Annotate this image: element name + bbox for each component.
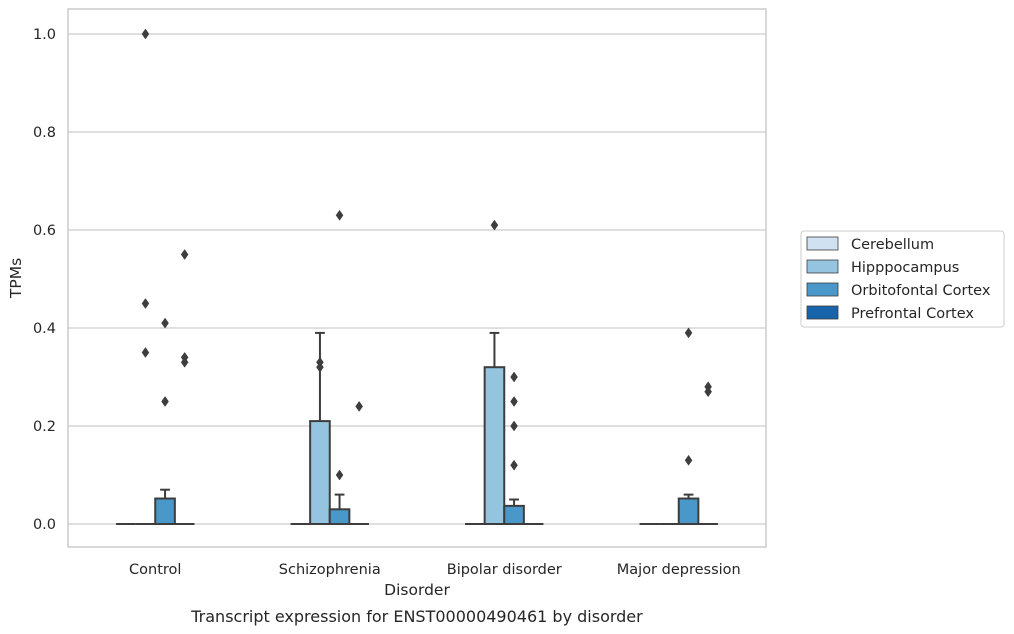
outlier-point — [684, 327, 693, 339]
outlier-point — [141, 298, 150, 309]
y-tick-label: 0.0 — [33, 517, 56, 533]
legend-swatch — [806, 282, 839, 297]
x-tick-label: Major depression — [617, 562, 741, 578]
y-tick-label: 0.6 — [33, 223, 56, 239]
outlier-point — [316, 361, 324, 373]
outlier-point — [510, 459, 518, 471]
outlier-point — [335, 209, 344, 221]
y-tick-label: 0.2 — [33, 419, 56, 435]
x-tick-label: Schizophrenia — [279, 562, 381, 578]
legend: Cerebellum Hipppocampus Orbitofontal Corte… — [800, 230, 1005, 328]
box — [483, 366, 506, 526]
legend-label: Prefrontal Cortex — [851, 306, 974, 322]
legend-swatch — [806, 259, 839, 274]
outlier-point — [510, 420, 518, 432]
outlier-point — [180, 249, 189, 260]
legend-frame — [800, 230, 1005, 328]
outlier-point — [161, 317, 169, 329]
y-tick-label: 0.8 — [33, 125, 56, 141]
box — [328, 508, 351, 525]
y-tick-label: 1.0 — [33, 27, 56, 43]
outlier-point — [490, 219, 499, 231]
x-tick-labels: Control Schizophrenia Bipolar disorder Majo… — [129, 562, 741, 578]
y-tick-labels: 0.0 0.2 0.4 0.6 0.8 1.0 — [33, 27, 56, 533]
legend-swatch — [806, 305, 839, 320]
box — [309, 420, 331, 526]
legend-label: Orbitofontal Cortex — [851, 283, 991, 299]
outlier-point — [684, 454, 693, 466]
box — [677, 497, 700, 525]
outlier-point — [180, 356, 189, 368]
outlier-point — [141, 28, 150, 40]
box — [154, 497, 176, 525]
plot-area — [67, 8, 767, 548]
outlier-points — [141, 28, 712, 481]
x-tick-label: Bipolar disorder — [447, 562, 562, 578]
outlier-point — [510, 371, 518, 383]
outlier-point — [355, 400, 363, 412]
boxes — [116, 331, 718, 526]
outlier-point — [510, 396, 518, 407]
outlier-point — [141, 347, 150, 358]
y-axis-label: TPMs — [7, 258, 25, 299]
x-axis-label: Disorder — [384, 581, 450, 599]
legend-swatch — [806, 236, 839, 251]
box — [503, 504, 525, 525]
x-tick-label: Control — [129, 562, 181, 578]
outlier-point — [161, 396, 169, 407]
legend-label: Cerebellum — [851, 237, 934, 253]
outlier-point — [335, 469, 344, 481]
y-tick-label: 0.4 — [33, 321, 56, 337]
outlier-point — [704, 386, 712, 398]
legend-label: Hipppocampus — [851, 260, 959, 276]
chart-caption: Transcript expression for ENST0000049046… — [190, 607, 643, 626]
